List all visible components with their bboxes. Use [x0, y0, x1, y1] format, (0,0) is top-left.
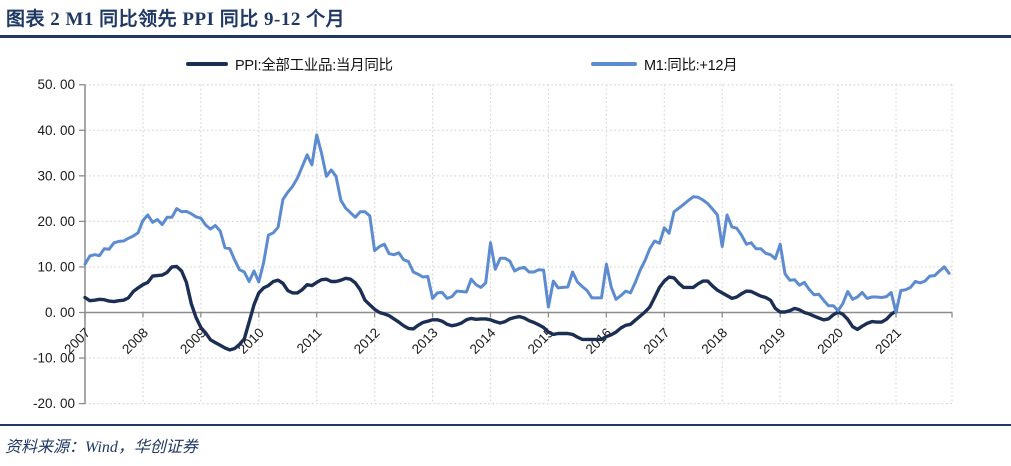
- x-axis-label: 2015: [525, 325, 557, 357]
- y-axis-label: -20. 00: [33, 396, 75, 411]
- x-axis-label: 2007: [61, 325, 93, 357]
- m1-line-swatch-icon: [591, 62, 637, 66]
- ppi-line-swatch-icon: [186, 62, 228, 66]
- footer-divider: [0, 424, 1011, 426]
- x-axis-label: 2011: [294, 325, 325, 356]
- x-axis-label: 2017: [641, 325, 673, 357]
- figure-title: 图表 2 M1 同比领先 PPI 同比 9-12 个月: [6, 9, 346, 30]
- legend-label-ppi: PPI:全部工业品:当月同比: [235, 57, 393, 74]
- y-axis-label: 20. 00: [37, 214, 75, 229]
- legend-label-m1: M1:同比:+12月: [644, 57, 738, 74]
- x-axis-label: 2008: [119, 325, 151, 357]
- title-underline: [0, 35, 1011, 38]
- x-axis-label: 2010: [235, 325, 267, 357]
- x-axis-label: 2021: [872, 325, 904, 357]
- y-axis-label: 50. 00: [37, 77, 75, 92]
- y-axis-label: 0. 00: [45, 305, 75, 320]
- y-axis-label: 30. 00: [37, 168, 75, 183]
- x-axis-label: 2012: [351, 325, 383, 357]
- legend-item-m1: M1:同比:+12月: [591, 54, 738, 74]
- x-axis-label: 2014: [467, 325, 499, 357]
- legend-item-ppi: PPI:全部工业品:当月同比: [186, 54, 393, 74]
- y-axis-label: 10. 00: [37, 259, 75, 274]
- source-note: 资料来源：Wind，华创证券: [5, 439, 198, 456]
- y-axis-label: -10. 00: [33, 351, 75, 366]
- chart-legend: PPI:全部工业品:当月同比 M1:同比:+12月: [0, 54, 1011, 74]
- y-axis-label: 40. 00: [37, 123, 75, 138]
- ppi-series-line: [83, 264, 898, 352]
- x-axis-label: 2020: [814, 325, 846, 357]
- x-axis-label: 2019: [756, 325, 788, 357]
- m1-series-line: [83, 133, 951, 314]
- x-axis-label: 2018: [698, 325, 730, 357]
